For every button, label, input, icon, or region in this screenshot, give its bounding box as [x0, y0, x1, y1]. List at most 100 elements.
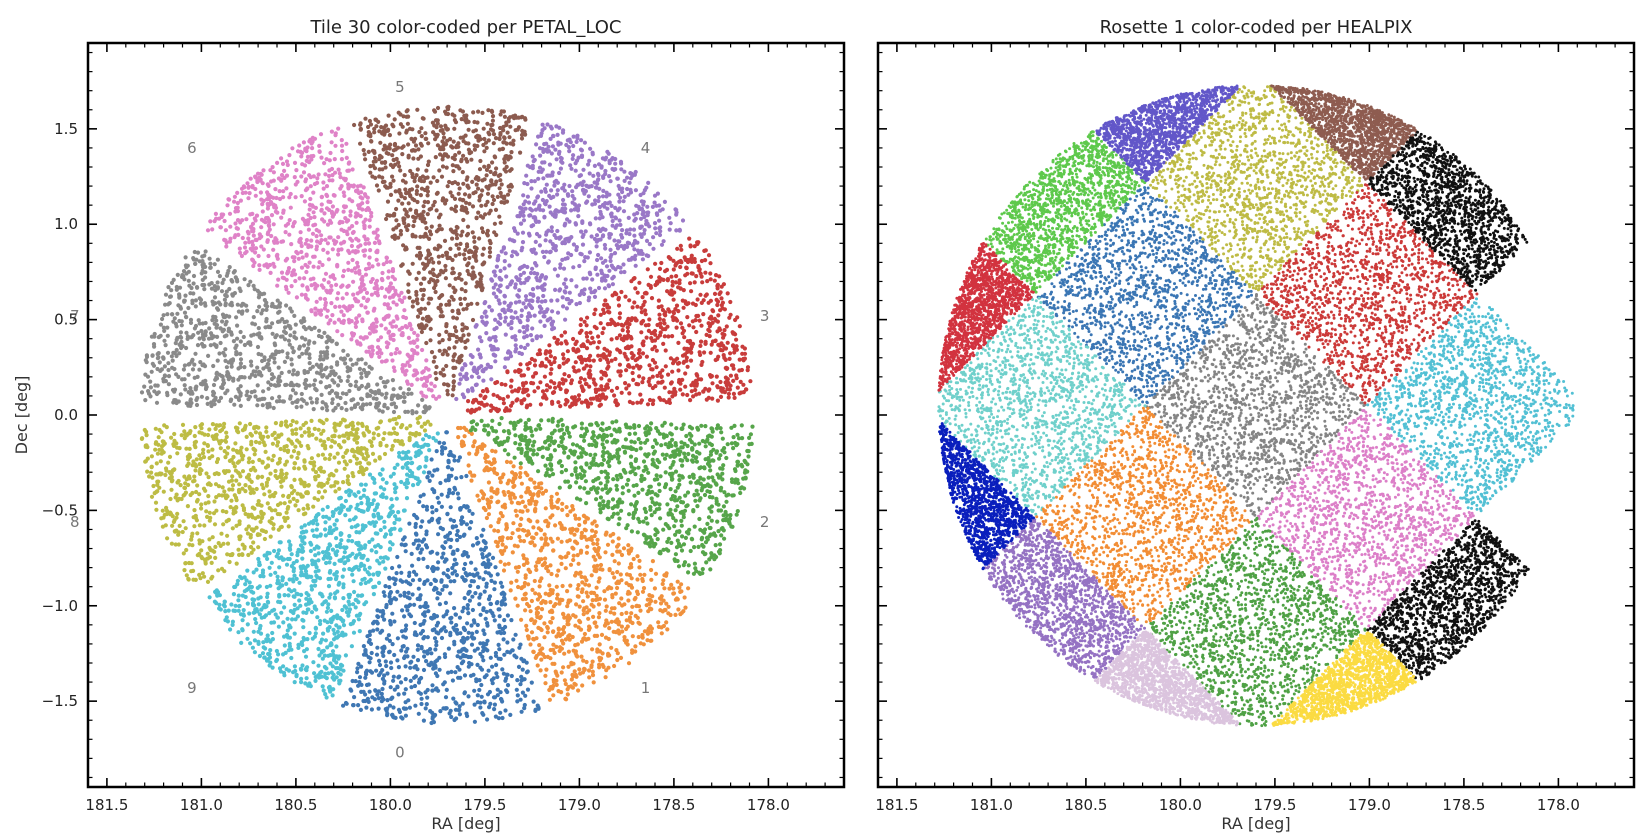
- petal-point: [452, 606, 457, 611]
- petal-point: [579, 654, 584, 659]
- petal-point: [456, 141, 461, 146]
- petal-point: [664, 400, 669, 405]
- petal-point: [524, 388, 529, 393]
- petal-point: [405, 608, 410, 613]
- petal-point: [688, 398, 693, 403]
- petal-point: [445, 494, 450, 499]
- petal-point: [391, 576, 396, 581]
- petal-point: [560, 160, 565, 165]
- petal-point: [450, 524, 455, 529]
- petal-point: [461, 217, 466, 223]
- petal-point: [680, 509, 685, 514]
- petal-point: [593, 452, 598, 457]
- petal-point: [416, 147, 421, 152]
- petal-point: [677, 482, 682, 487]
- petal-point: [665, 502, 670, 507]
- petal-point: [484, 581, 489, 586]
- petal-point: [375, 627, 380, 632]
- petal-point: [416, 711, 421, 716]
- petal-point: [465, 606, 470, 611]
- petal-point: [550, 616, 555, 621]
- petal-point: [616, 295, 622, 300]
- petal-point: [731, 378, 736, 383]
- petal-point: [568, 684, 574, 689]
- petal-point: [407, 705, 412, 710]
- petal-point: [617, 601, 622, 606]
- petal-point: [495, 435, 500, 440]
- petal-point: [464, 177, 469, 182]
- petal-point: [527, 360, 532, 366]
- petal-point: [588, 353, 593, 358]
- petal-point: [477, 271, 482, 276]
- petal-point: [718, 347, 723, 353]
- petal-point: [531, 374, 536, 379]
- petal-point: [567, 434, 572, 439]
- petal-point: [548, 536, 553, 541]
- petal-point: [443, 540, 448, 545]
- petal-point: [642, 299, 647, 304]
- petal-point: [552, 267, 558, 272]
- petal-point: [528, 642, 533, 647]
- petal-point: [657, 203, 662, 208]
- petal-point: [698, 475, 703, 480]
- petal-point: [670, 437, 675, 442]
- petal-point: [384, 216, 389, 222]
- petal-point: [595, 490, 600, 495]
- petal-point: [619, 552, 625, 558]
- petal-point: [409, 551, 414, 557]
- petal-point: [476, 210, 481, 215]
- petal-point: [465, 159, 470, 164]
- petal-point: [452, 717, 457, 723]
- petal-point: [609, 619, 614, 624]
- petal-point: [615, 544, 620, 549]
- petal-point: [585, 594, 590, 599]
- petal-point: [536, 706, 541, 711]
- petal-point: [598, 321, 603, 326]
- petal-point: [683, 535, 689, 541]
- petal-point: [560, 186, 565, 191]
- petal-point: [644, 516, 649, 521]
- petal-point: [632, 597, 637, 602]
- petal-point: [421, 604, 427, 609]
- petal-point: [488, 365, 494, 370]
- petal-point: [692, 561, 698, 566]
- petal-point: [474, 398, 479, 403]
- petal-point: [411, 654, 416, 659]
- petal-point: [635, 589, 640, 594]
- petal-point: [470, 230, 475, 235]
- petal-point: [673, 441, 678, 446]
- petal-point: [620, 235, 625, 240]
- petal-point: [707, 463, 712, 469]
- petal-point: [486, 432, 491, 437]
- petal-point: [576, 688, 581, 693]
- petal-point: [643, 452, 648, 457]
- petal-point: [704, 560, 709, 565]
- petal-point: [648, 274, 654, 279]
- petal-point: [421, 504, 426, 509]
- left-scatter-points: [139, 104, 755, 726]
- petal-point: [674, 274, 679, 279]
- petal-point: [642, 291, 648, 296]
- petal-point: [448, 544, 453, 550]
- petal-point: [510, 238, 515, 243]
- petal-point: [547, 473, 552, 478]
- petal-point: [723, 357, 728, 362]
- petal-point: [723, 518, 729, 523]
- petal-point: [542, 532, 547, 537]
- petal-point: [418, 691, 423, 696]
- petal-point: [495, 674, 500, 680]
- petal-point: [616, 454, 621, 459]
- petal-point: [409, 136, 414, 141]
- petal-point: [488, 408, 493, 413]
- petal-point: [486, 558, 491, 563]
- petal-point: [616, 303, 622, 308]
- petal-point: [641, 468, 646, 473]
- petal-point: [543, 488, 549, 493]
- petal-point: [615, 385, 620, 391]
- petal-point: [477, 236, 482, 241]
- petal-point: [369, 707, 374, 712]
- petal-point: [549, 225, 554, 230]
- petal-point: [578, 251, 583, 256]
- petal-point: [407, 521, 412, 526]
- petal-point: [424, 318, 429, 323]
